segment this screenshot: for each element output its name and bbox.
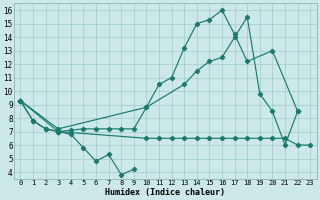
X-axis label: Humidex (Indice chaleur): Humidex (Indice chaleur) bbox=[105, 188, 225, 197]
